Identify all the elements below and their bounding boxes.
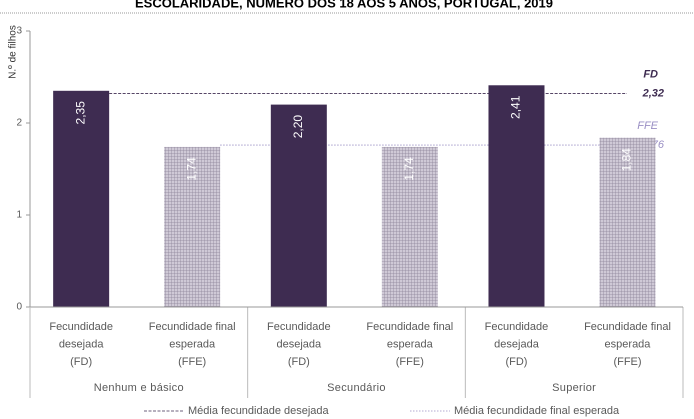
y-tick-label: 3 [16,26,22,37]
bar [53,90,110,307]
value-label: 1,74 [184,157,198,181]
bar [381,146,438,307]
bar-category-label: (FFE) [178,356,206,368]
bar-category-label: (FFE) [613,356,641,368]
bar [270,104,327,307]
bar-category-label: esperada [387,338,434,350]
bar-category-label: esperada [605,338,652,350]
value-label: 2,41 [509,95,523,119]
value-label: 1,74 [402,157,416,181]
bar-category-label: (FD) [70,356,92,368]
value-label: 1,84 [620,148,634,172]
bar [488,85,545,307]
y-axis-label: N.º de filhos [8,25,19,79]
bar-category-label: desejada [494,338,540,350]
bar-category-label: Fecundidade [267,321,331,333]
legend-label: Média fecundidade desejada [188,405,330,417]
bar-category-label: esperada [169,338,216,350]
bar-category-label: Fecundidade [49,321,113,333]
bar-category-label: (FD) [288,356,310,368]
bar-category-label: (FFE) [396,356,424,368]
bar [599,137,656,307]
bar-category-label: Fecundidade final [584,321,671,333]
legend-label: Média fecundidade final esperada [454,405,620,417]
reference-short: FD [643,68,658,80]
reference-short: FFE [637,120,658,132]
y-tick-label: 2 [16,118,22,129]
group-label: Secundário [327,382,386,394]
bar-category-label: desejada [59,338,105,350]
bar-category-label: Fecundidade final [149,321,236,333]
chart-title: ESCOLARIDADE, NÚMERO DOS 18 AOS 5 ANOS, … [135,0,553,10]
bar-category-label: (FD) [505,356,527,368]
y-tick-label: 0 [16,302,22,313]
bar [164,146,221,307]
bar-category-label: desejada [276,338,322,350]
bar-category-label: Fecundidade [485,321,549,333]
group-label: Nenhum e básico [94,382,184,394]
reference-value: 2,32 [642,87,664,99]
group-label: Superior [552,382,596,394]
y-tick-label: 1 [16,210,22,221]
value-label: 2,20 [291,115,305,139]
bar-category-label: Fecundidade final [366,321,453,333]
value-label: 2,35 [73,101,87,125]
